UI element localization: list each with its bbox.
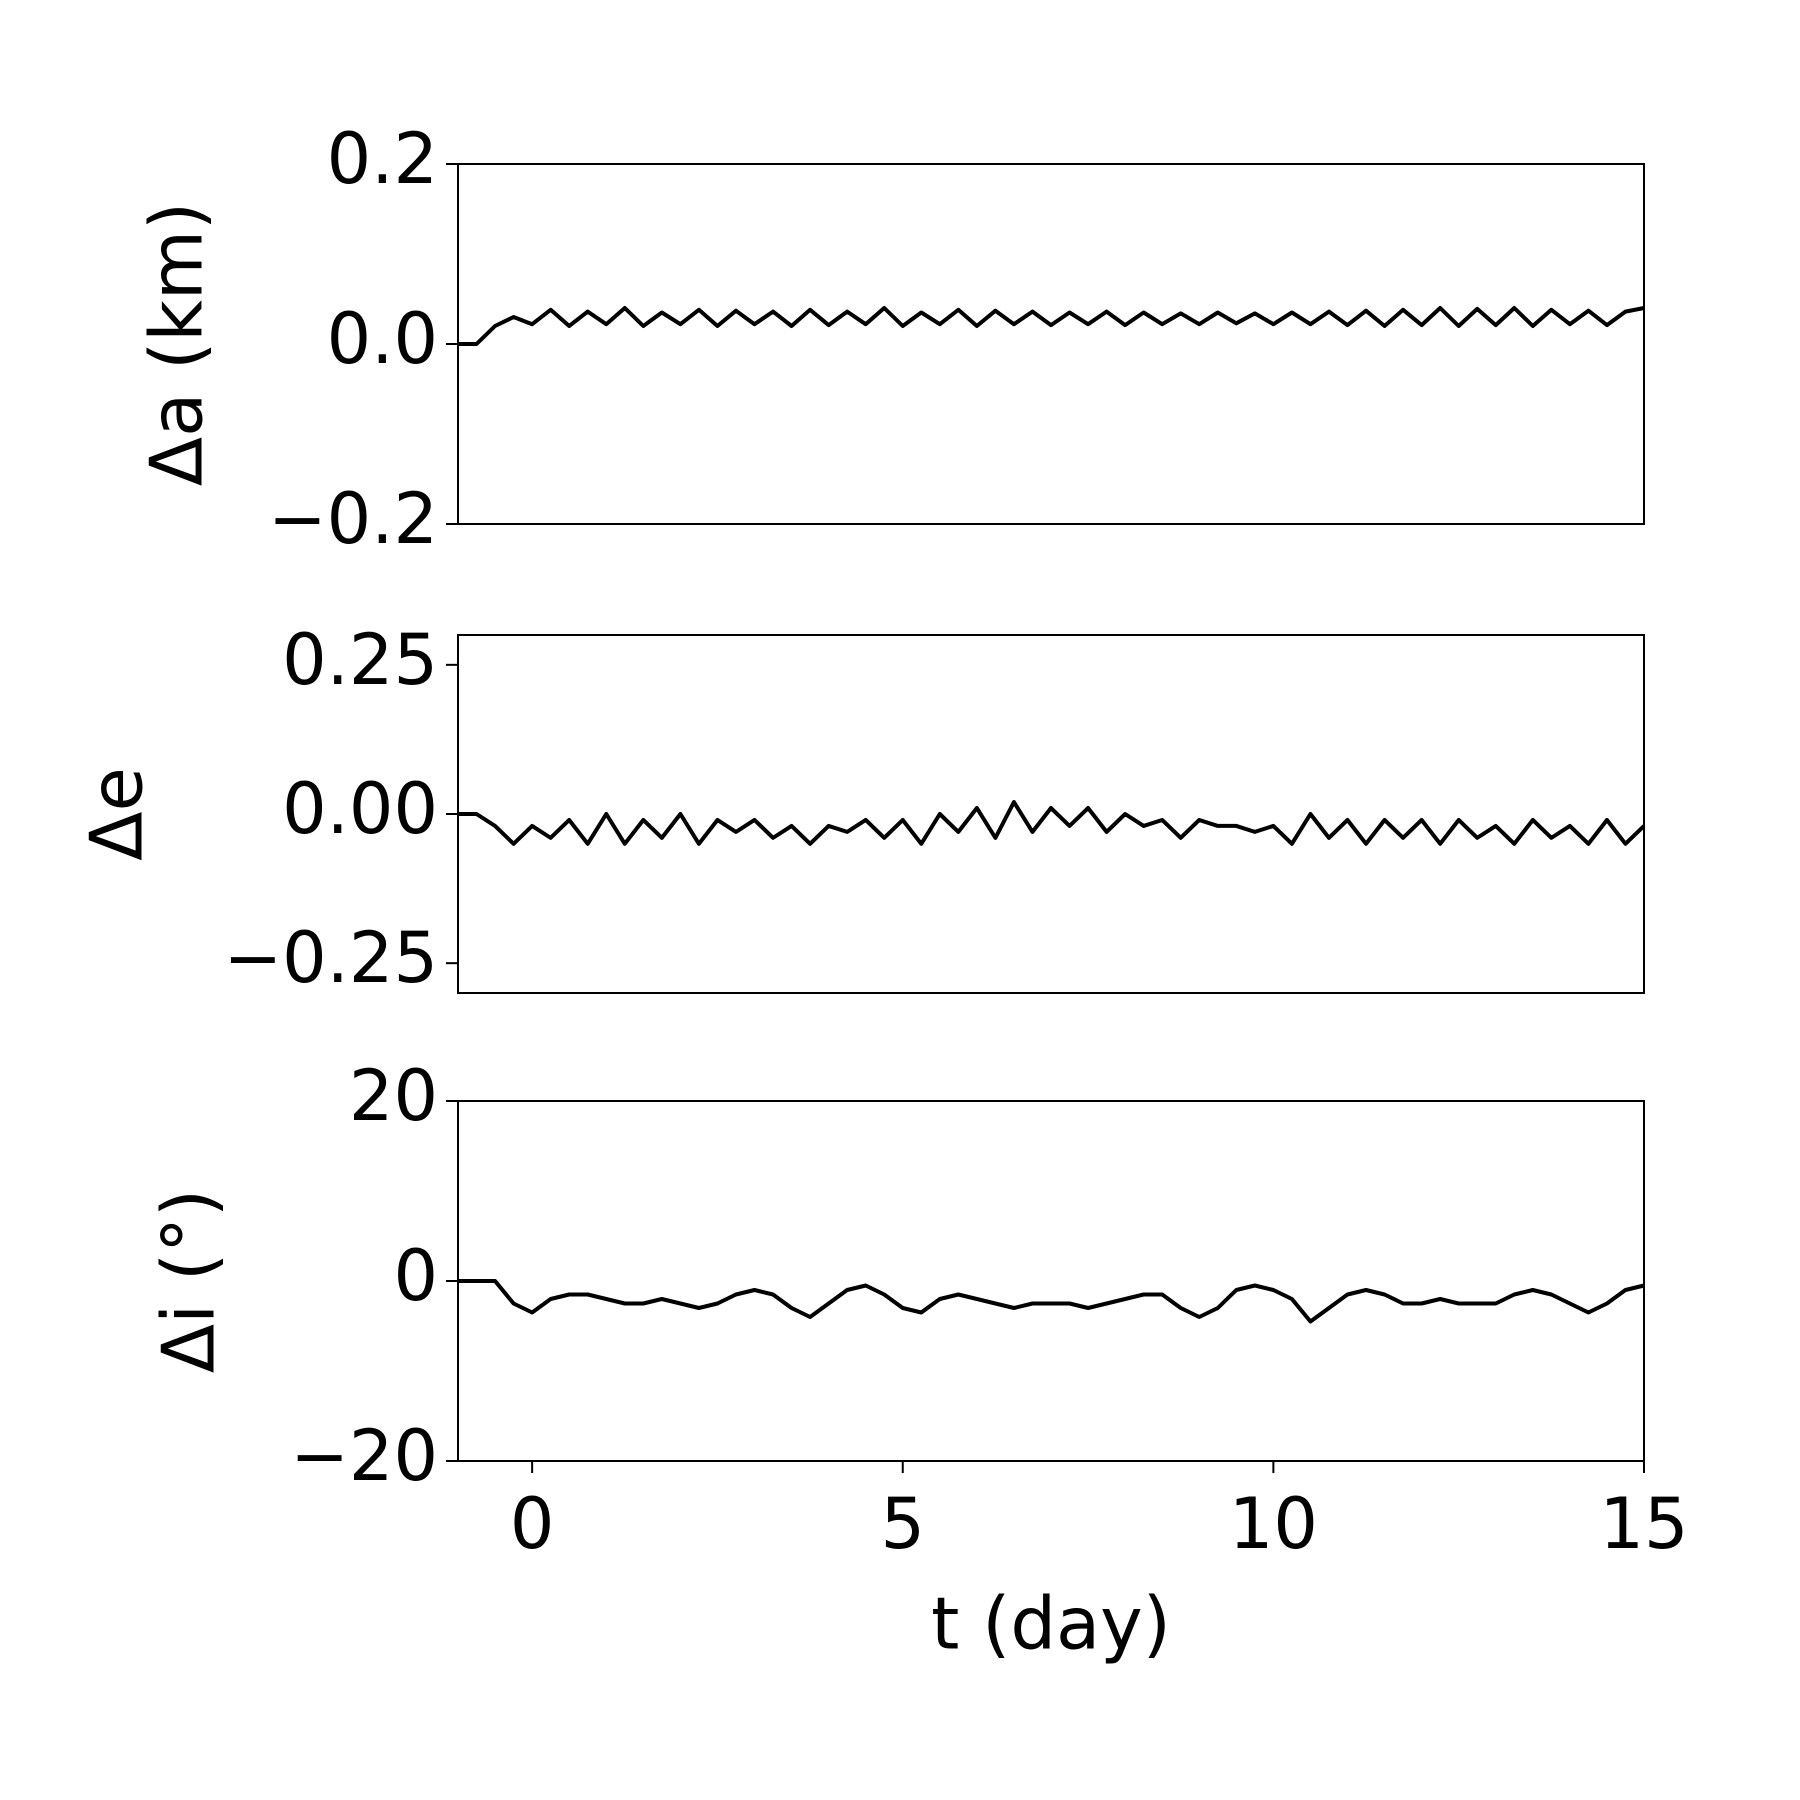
y-tick-label: 20 (349, 1055, 438, 1137)
data-line (458, 1279, 1645, 1324)
y-tick-label: 0.25 (282, 619, 438, 701)
y-tick-label: 0 (393, 1235, 438, 1317)
y-tick-label: −0.25 (223, 917, 438, 999)
x-tick-label: 10 (1229, 1483, 1318, 1565)
y-axis-label: Δi (°) (147, 1189, 231, 1373)
plot-frame (457, 634, 1645, 994)
x-tick-label: 5 (880, 1483, 925, 1565)
y-tick-label: −20 (290, 1415, 438, 1497)
y-tick-label: 0.00 (282, 768, 438, 850)
y-tick-label: 0.2 (327, 118, 438, 200)
x-axis-label: t (day) (931, 1582, 1171, 1666)
y-tick-label: 0.0 (327, 298, 438, 380)
x-tick-label: 0 (510, 1483, 555, 1565)
plot-frame (457, 163, 1645, 525)
y-axis-label: Δe (75, 767, 159, 861)
x-tick-label: 15 (1599, 1483, 1688, 1565)
data-line (458, 800, 1646, 846)
data-line (458, 306, 1645, 346)
plot-frame (457, 1100, 1645, 1462)
y-tick-label: −0.2 (268, 478, 438, 560)
y-axis-label: Δa (km) (135, 202, 219, 486)
